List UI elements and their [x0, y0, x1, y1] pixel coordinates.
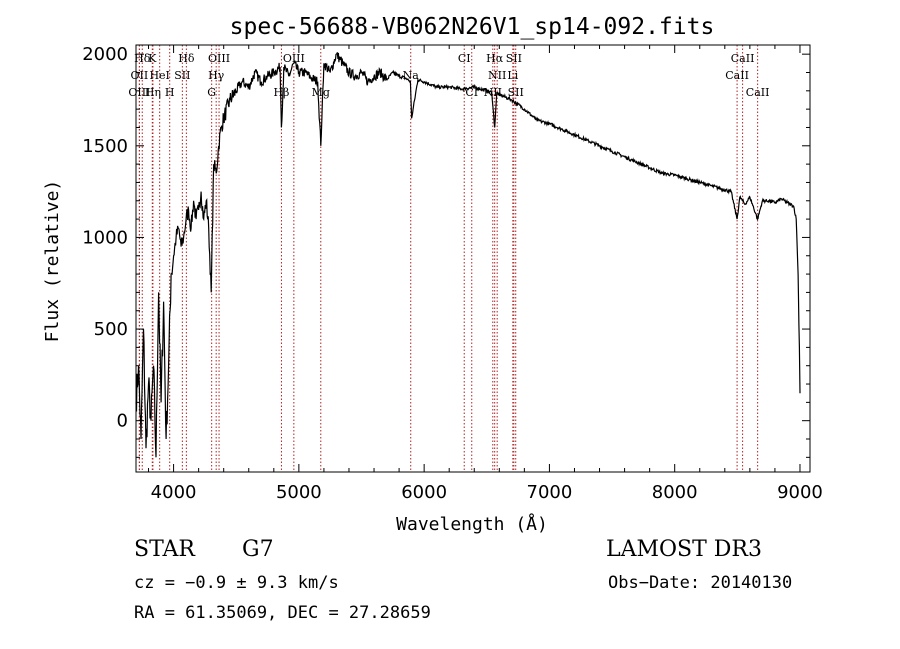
line-label-5: CI: [458, 52, 471, 65]
line-label-4: OIII: [283, 52, 305, 65]
line-label-15: Li: [507, 69, 518, 82]
line-label-17: OIII: [128, 86, 150, 99]
line-label-3: OIII: [208, 52, 230, 65]
x-tick-label-9000: 9000: [777, 482, 823, 503]
x-tick-label-5000: 5000: [276, 482, 322, 503]
line-label-18: Hη: [145, 86, 161, 99]
line-label-2: Hδ: [178, 52, 195, 65]
line-label-10: HeI: [149, 69, 169, 82]
y-tick-label-500: 500: [94, 319, 128, 340]
line-label-24: NII: [484, 86, 502, 99]
line-label-13: Na: [403, 69, 420, 82]
x-axis-label: Wavelength (Å): [396, 513, 548, 535]
x-axis-ticks: 4000 5000 6000 7000 8000 9000: [148, 45, 823, 503]
x-tick-label-7000: 7000: [527, 482, 573, 503]
y-axis-ticks: 0 500 1000 1500 2000: [82, 44, 810, 458]
x-tick-label-6000: 6000: [401, 482, 447, 503]
x-tick-label-4000: 4000: [151, 482, 197, 503]
line-label-20: G: [207, 86, 216, 99]
line-label-22: Mg: [312, 86, 330, 99]
x-tick-label-8000: 8000: [652, 482, 698, 503]
line-markers: [138, 45, 759, 472]
object-class: STAR: [134, 537, 195, 562]
object-subclass: G7: [242, 537, 274, 562]
line-label-14: NII: [488, 69, 506, 82]
line-label-19: H: [165, 86, 175, 99]
line-label-1: K: [148, 52, 157, 65]
chart-title: spec-56688-VB062N26V1_sp14-092.fits: [230, 14, 715, 40]
line-label-25: SII: [508, 86, 524, 99]
redshift-readout: cz = −0.9 ± 9.3 km/s: [134, 573, 339, 593]
line-label-6: Hα: [486, 52, 504, 65]
line-label-8: CaII: [731, 52, 755, 65]
plot-frame: [135, 44, 811, 473]
line-label-16: CaII: [725, 69, 749, 82]
y-axis-label: Flux (relative): [42, 180, 63, 343]
line-label-26: CaII: [746, 86, 770, 99]
line-label-21: Hβ: [273, 86, 289, 99]
y-tick-label-1000: 1000: [82, 227, 128, 248]
line-label-0: Hδ: [134, 52, 151, 65]
line-label-11: SII: [174, 69, 190, 82]
line-label-12: Hγ: [208, 69, 225, 82]
obs-date: Obs−Date: 20140130: [608, 573, 793, 593]
line-label-7: SII: [506, 52, 522, 65]
spectrum-line: [135, 52, 801, 458]
survey-name: LAMOST DR3: [606, 537, 762, 562]
ra-dec-readout: RA = 61.35069, DEC = 27.28659: [134, 603, 431, 623]
y-tick-label-1500: 1500: [82, 136, 128, 157]
y-tick-label-0: 0: [117, 411, 128, 432]
line-label-9: OII: [131, 69, 149, 82]
y-tick-label-2000: 2000: [82, 44, 128, 65]
